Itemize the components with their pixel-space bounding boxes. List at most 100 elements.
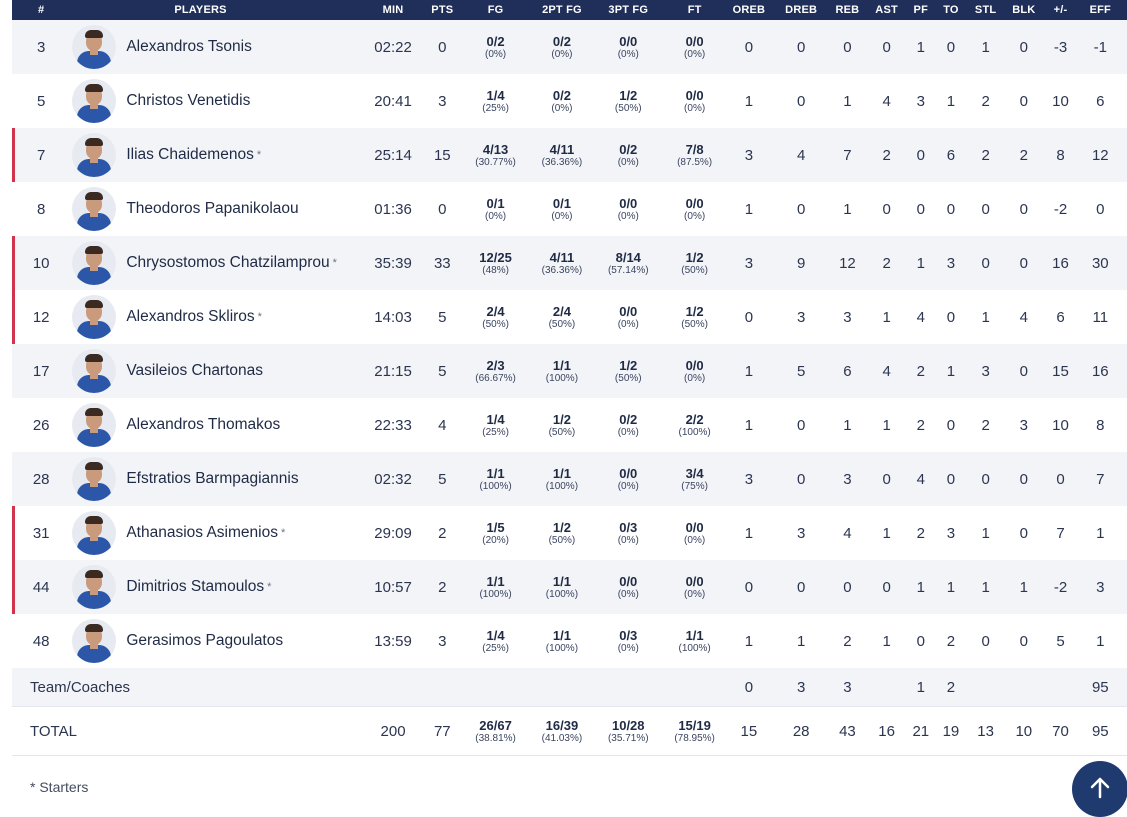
stat-p2-percentage: (100%) <box>545 642 579 654</box>
column-header[interactable]: TO <box>930 0 972 20</box>
player-row[interactable]: 44 Dimitrios Stamoulos * 10:57 2 1/1 (100%) 1/1… <box>12 560 1127 614</box>
stat-reb: 12 <box>832 236 863 290</box>
stat-to: 2 <box>930 614 972 668</box>
column-header[interactable]: 3PT FG <box>595 0 662 20</box>
stat-pts: 2 <box>422 506 463 560</box>
player-avatar[interactable] <box>72 295 117 339</box>
stat-dreb: 0 <box>770 74 833 128</box>
player-cell: Chrysostomos Chatzilamprou * <box>70 236 364 290</box>
player-name-link[interactable]: Chrysostomos Chatzilamprou <box>126 254 330 271</box>
stat-p2: 4/11 (36.36%) <box>528 128 596 182</box>
column-header[interactable]: +/- <box>1047 0 1074 20</box>
stat-p2: 1/1 (100%) <box>528 614 596 668</box>
player-row[interactable]: 12 Alexandros Skliros * 14:03 5 2/4 (50%) 2/4 (5… <box>12 290 1127 344</box>
stat-pm: 16 <box>1047 236 1074 290</box>
column-header[interactable]: PTS <box>422 0 463 20</box>
stat-p2: 1/1 (100%) <box>528 560 596 614</box>
player-name-link[interactable]: Christos Venetidis <box>126 92 251 109</box>
stat-p2: 0/2 (0%) <box>528 20 596 74</box>
player-avatar[interactable] <box>72 619 117 663</box>
stat-p3-made-attempted: 0/0 <box>619 195 638 211</box>
player-name-link[interactable]: Dimitrios Stamoulos <box>126 578 265 595</box>
player-name-link[interactable]: Gerasimos Pagoulatos <box>126 632 284 649</box>
column-header[interactable]: EFF <box>1073 0 1127 20</box>
total-p2: 16/39 (41.03%) <box>528 706 596 756</box>
player-name-link[interactable]: Vasileios Chartonas <box>126 362 264 379</box>
stat-p2: 1/2 (50%) <box>528 506 596 560</box>
jersey-number: 48 <box>12 614 71 668</box>
stat-ft-made-attempted: 0/0 <box>685 357 704 373</box>
stat-min: 20:41 <box>363 74 423 128</box>
player-name-link[interactable]: Alexandros Tsonis <box>126 38 252 55</box>
player-avatar[interactable] <box>72 403 117 447</box>
player-cell: Athanasios Asimenios * <box>70 506 364 560</box>
stat-blk: 0 <box>1000 614 1048 668</box>
stat-to: 0 <box>930 398 972 452</box>
stat-oreb: 1 <box>727 614 770 668</box>
player-row[interactable]: 7 Ilias Chaidemenos * 25:14 15 4/13 (30.77%) 4/… <box>12 128 1127 182</box>
player-row[interactable]: 8 Theodoros Papanikolaou 01:36 0 0/1 (0%) 0/1(… <box>12 182 1127 236</box>
stat-pf: 1 <box>910 560 931 614</box>
column-header[interactable]: MIN <box>363 0 423 20</box>
player-avatar[interactable] <box>72 349 117 393</box>
stat-pm: 0 <box>1047 452 1074 506</box>
box-score: # PLAYERS MIN PTS FG 2PT FG 3PT FG FT OREB DREB RE… <box>12 0 1127 756</box>
stat-to: 0 <box>930 452 972 506</box>
column-header[interactable]: 2PT FG <box>528 0 596 20</box>
player-avatar[interactable] <box>72 565 117 609</box>
player-avatar[interactable] <box>72 457 117 501</box>
empty-cell <box>462 668 529 707</box>
player-row[interactable]: 5 Christos Venetidis 20:41 3 1/4 (25%) 0/2 (0%)… <box>12 74 1127 128</box>
player-name-link[interactable]: Ilias Chaidemenos <box>126 146 254 163</box>
stat-fg-percentage: (30.77%) <box>475 156 516 168</box>
player-name-link[interactable]: Efstratios Barmpagiannis <box>126 470 299 487</box>
stat-ast: 2 <box>862 236 911 290</box>
player-avatar[interactable] <box>72 241 117 285</box>
column-header[interactable]: OREB <box>727 0 770 20</box>
column-header[interactable]: PF <box>910 0 931 20</box>
player-cell: Efstratios Barmpagiannis <box>70 452 364 506</box>
stat-to: 0 <box>930 290 972 344</box>
stat-ft-percentage: (50%) <box>681 318 708 330</box>
stat-fg-made-attempted: 0/2 <box>486 33 505 49</box>
stat-ft-percentage: (75%) <box>681 480 708 492</box>
stat-p2-made-attempted: 0/2 <box>552 87 571 103</box>
column-header[interactable]: FG <box>462 0 529 20</box>
player-row[interactable]: 26 Alexandros Thomakos 22:33 4 1/4 (25%) 1/2 (5… <box>12 398 1127 452</box>
column-header[interactable]: PLAYERS <box>70 0 364 20</box>
stat-to: 6 <box>930 128 972 182</box>
stat-blk: 0 <box>1000 452 1048 506</box>
column-header[interactable]: BLK <box>1000 0 1048 20</box>
player-row[interactable]: 10 Chrysostomos Chatzilamprou * 35:39 33 12/2… <box>12 236 1127 290</box>
player-name-link[interactable]: Athanasios Asimenios <box>126 524 278 541</box>
player-avatar[interactable] <box>72 133 117 177</box>
total-p3: 10/28 (35.71%) <box>595 706 662 756</box>
player-avatar[interactable] <box>72 187 117 231</box>
player-row[interactable]: 48 Gerasimos Pagoulatos 13:59 3 1/4 (25%) 1/1(… <box>12 614 1127 668</box>
player-name-link[interactable]: Alexandros Thomakos <box>126 416 281 433</box>
player-avatar[interactable] <box>72 25 117 69</box>
player-avatar[interactable] <box>72 511 117 555</box>
stat-to: 1 <box>930 560 972 614</box>
column-header[interactable]: FT <box>661 0 728 20</box>
player-name-link[interactable]: Theodoros Papanikolaou <box>126 200 299 217</box>
player-name-link[interactable]: Alexandros Skliros <box>126 308 255 325</box>
column-header[interactable]: DREB <box>770 0 833 20</box>
player-avatar[interactable] <box>72 79 117 123</box>
player-row[interactable]: 31 Athanasios Asimenios * 29:09 2 1/5 (20%) 1/2… <box>12 506 1127 560</box>
column-header[interactable]: STL <box>971 0 1001 20</box>
empty-cell <box>363 668 423 707</box>
stat-ft-percentage: (0%) <box>684 534 706 546</box>
column-header[interactable]: AST <box>862 0 911 20</box>
player-row[interactable]: 17 Vasileios Chartonas 21:15 5 2/3 (66.67%) 1/… <box>12 344 1127 398</box>
scroll-to-top-button[interactable] <box>1072 761 1127 817</box>
stat-ft: 0/0 (0%) <box>661 506 728 560</box>
player-row[interactable]: 3 Alexandros Tsonis 02:22 0 0/2 (0%) 0/2 (0%) 0/… <box>12 20 1127 74</box>
jersey-number: 5 <box>12 74 71 128</box>
column-header[interactable]: REB <box>832 0 863 20</box>
stat-p3-percentage: (50%) <box>614 102 642 114</box>
stat-min: 22:33 <box>363 398 423 452</box>
total-ast: 16 <box>862 706 911 756</box>
player-row[interactable]: 28 Efstratios Barmpagiannis 02:32 5 1/1 (100%… <box>12 452 1127 506</box>
column-header[interactable]: # <box>12 0 71 20</box>
